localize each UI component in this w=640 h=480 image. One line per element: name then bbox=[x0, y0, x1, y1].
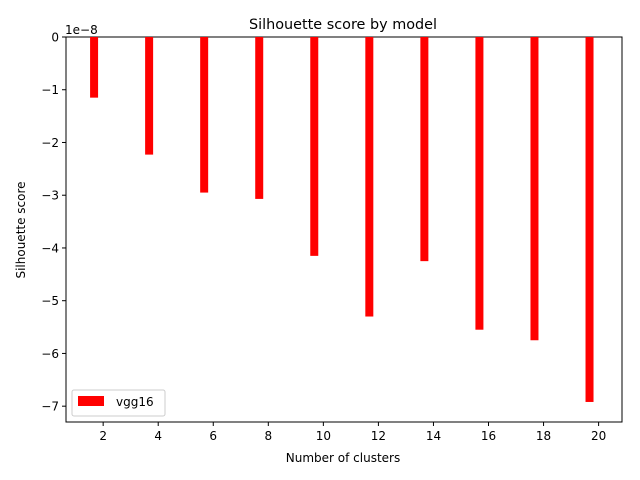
x-tick-label: 8 bbox=[264, 429, 272, 443]
y-tick-label: −7 bbox=[41, 400, 59, 414]
x-tick-label: 16 bbox=[481, 429, 496, 443]
bar bbox=[145, 37, 154, 155]
bar bbox=[310, 37, 319, 256]
x-tick-label: 6 bbox=[209, 429, 217, 443]
y-tick-label: −4 bbox=[41, 241, 59, 255]
bar bbox=[530, 37, 539, 341]
bar bbox=[475, 37, 484, 330]
x-tick-label: 18 bbox=[536, 429, 551, 443]
legend: vgg16 bbox=[71, 389, 166, 417]
y-tick-label: 0 bbox=[51, 31, 59, 45]
x-tick-label: 2 bbox=[99, 429, 107, 443]
bar bbox=[365, 37, 374, 317]
x-tick-label: 12 bbox=[371, 429, 386, 443]
bar bbox=[255, 37, 264, 199]
legend-swatch bbox=[78, 396, 104, 406]
bar bbox=[200, 37, 209, 193]
y-axis-ticks: 0 −1 −2 −3 −4 −5 −6 −7 bbox=[41, 31, 66, 414]
x-tick-label: 14 bbox=[426, 429, 441, 443]
y-tick-label: −6 bbox=[41, 347, 59, 361]
plot-area bbox=[65, 36, 623, 423]
bar bbox=[585, 37, 594, 402]
y-tick-label: −1 bbox=[41, 83, 59, 97]
chart-title: Silhouette score by model bbox=[249, 17, 437, 33]
y-axis-label: Silhouette score bbox=[14, 181, 28, 278]
bar bbox=[420, 37, 429, 262]
y-tick-label: −3 bbox=[41, 189, 59, 203]
x-axis-label: Number of clusters bbox=[286, 451, 400, 465]
y-tick-label: −5 bbox=[41, 294, 59, 308]
x-tick-label: 10 bbox=[316, 429, 331, 443]
y-tick-label: −2 bbox=[41, 136, 59, 150]
plot-frame bbox=[65, 36, 623, 423]
x-tick-label: 4 bbox=[154, 429, 162, 443]
x-axis-ticks: 2 4 6 8 10 12 14 16 18 20 bbox=[99, 422, 606, 443]
bars bbox=[90, 37, 594, 402]
bar bbox=[90, 37, 99, 98]
x-tick-label: 20 bbox=[591, 429, 606, 443]
y-offset-text: 1e−8 bbox=[65, 23, 98, 37]
legend-label: vgg16 bbox=[116, 395, 154, 409]
